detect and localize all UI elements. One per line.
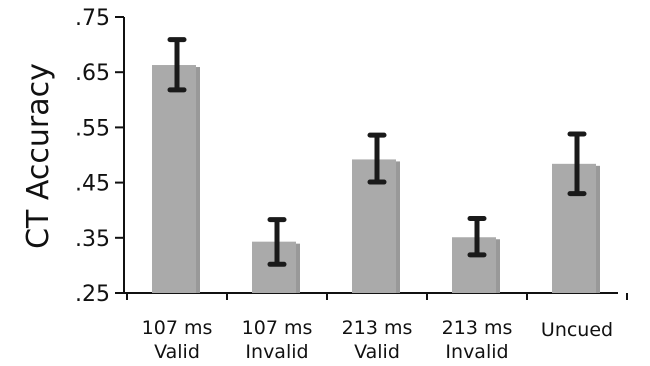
bars xyxy=(152,65,600,293)
category-label: 213 ms xyxy=(442,317,513,339)
category-label: 107 ms xyxy=(242,317,313,339)
category-label: Valid xyxy=(154,341,200,363)
y-axis-title: CT Accuracy xyxy=(21,63,56,249)
category-label: Invalid xyxy=(245,341,308,363)
category-label: Valid xyxy=(354,341,400,363)
bar xyxy=(352,159,396,293)
category-label: 107 ms xyxy=(142,317,213,339)
y-tick-label: .45 xyxy=(75,172,110,197)
bar xyxy=(152,65,196,293)
y-tick-label: .65 xyxy=(75,61,110,86)
y-axis: .25 .35 .45 .55 .65 .75 xyxy=(75,6,125,307)
x-axis xyxy=(124,292,628,300)
error-bars xyxy=(167,37,587,267)
y-tick-label: .25 xyxy=(75,282,110,307)
category-label: Uncued xyxy=(541,319,613,341)
y-tick-label: .75 xyxy=(75,6,110,31)
y-tick-label: .55 xyxy=(75,116,110,141)
bar xyxy=(552,163,596,293)
bar xyxy=(452,237,496,293)
category-label: 213 ms xyxy=(342,317,413,339)
category-label: Invalid xyxy=(445,341,508,363)
bar xyxy=(252,241,296,293)
y-tick-label: .35 xyxy=(75,227,110,252)
